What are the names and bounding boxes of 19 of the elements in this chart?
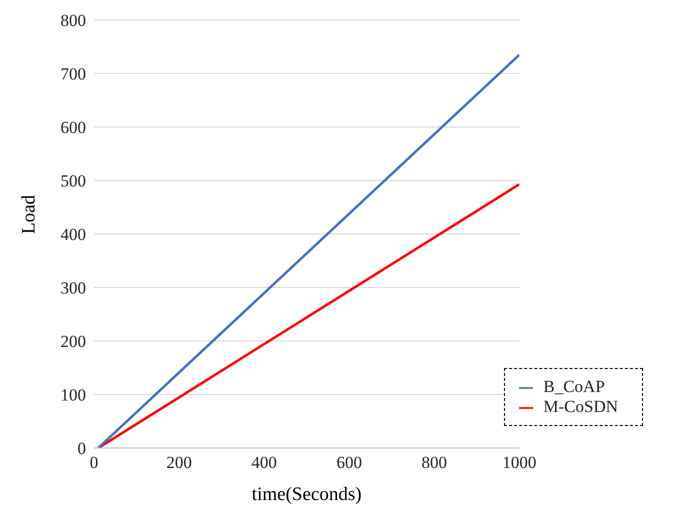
y-tick-label: 300 [60,278,86,298]
y-tick-label: 0 [78,439,86,458]
x-tick-label: 1000 [502,453,536,472]
y-tick-label: 200 [60,332,86,352]
x-tick-label: 600 [336,453,362,472]
legend-label: B_CoAP [543,377,605,396]
y-tick-label: 700 [60,64,86,84]
y-tick-label: 800 [60,11,86,30]
legend-label: M-CoSDN [543,397,618,416]
y-tick-label: 400 [60,225,86,244]
x-tick-label: 0 [90,453,98,472]
y-tick-label: 600 [60,118,86,138]
x-tick-label: 800 [422,453,448,472]
y-tick-label: 100 [60,386,86,405]
x-tick-label: 400 [251,453,277,472]
x-tick-label: 200 [166,453,192,472]
y-axis-title: Load [18,194,40,234]
x-axis-title: time(Seconds) [252,484,362,505]
y-tick-label: 500 [60,172,86,191]
